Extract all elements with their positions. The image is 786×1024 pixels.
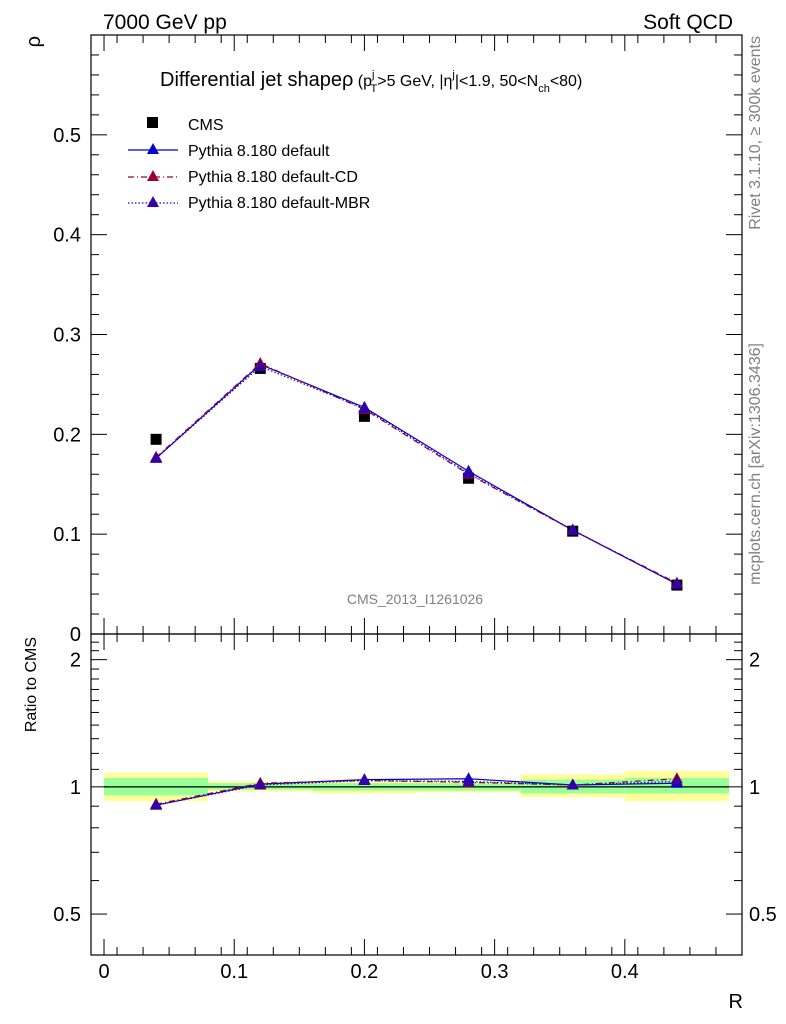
ratio-line-dotted (155, 779, 677, 806)
main-cms-point (358, 410, 370, 422)
legend-cms-label: CMS (188, 117, 224, 134)
title-rho: ρ (342, 69, 353, 91)
main-line-dashdot (155, 362, 678, 584)
ratio-dotted-point (462, 774, 475, 786)
ratio-dotted-point (670, 774, 683, 786)
main-y-tick-label: 0.5 (53, 125, 81, 147)
title-end: <80) (550, 73, 582, 90)
header-left-label: 7000 GeV pp (103, 11, 227, 34)
ratio-series-layer (150, 772, 683, 810)
main-y-tick-label: 0.3 (53, 325, 81, 347)
main-dotted-point (462, 466, 475, 478)
main-dotted-point (566, 523, 579, 535)
ratio-y-tick-label-left: 1 (70, 777, 81, 799)
x-axis: 0 0.1 0.2 0.3 0.4 (98, 35, 717, 983)
ratio-dotted-point (566, 778, 579, 790)
main-dotted-point (358, 401, 371, 413)
main-line-dotted (155, 365, 678, 585)
main-series-layer (150, 356, 683, 591)
ratio-y-tick-label-left: 0.5 (53, 904, 81, 926)
ratio-y-axis-title: Ratio to CMS (23, 637, 40, 732)
legend-mbr-label: Pythia 8.180 default-MBR (188, 195, 370, 212)
legend-cms-marker (147, 117, 158, 128)
legend-cd-marker (147, 170, 159, 181)
main-y-axis-title: ρ (23, 36, 45, 47)
x-tick-label: 0.2 (351, 961, 379, 983)
title-eta-sup: j (451, 69, 454, 81)
legend: CMS Pythia 8.180 default Pythia 8.180 de… (128, 117, 370, 212)
title-mid2: |<1.9, 50<N (455, 73, 538, 90)
x-axis-title: R (729, 991, 743, 1013)
ratio-plot-frame (90, 633, 743, 956)
ratio-dotted-point (150, 798, 163, 810)
title-open: (p (353, 73, 372, 90)
main-dotted-point (254, 359, 267, 371)
x-tick-label: 0 (98, 961, 109, 983)
title-pt-sub: T (370, 83, 377, 95)
ratio-y-axis: 0.5 0.5 1 1 2 2 (53, 641, 777, 926)
ratio-y-tick-label-left: 2 (70, 650, 81, 672)
main-y-tick-label: 0.2 (53, 424, 81, 446)
main-dotted-point (670, 577, 683, 589)
main-cms-point (150, 433, 162, 445)
ratio-y-tick-label-right: 0.5 (749, 904, 777, 926)
main-y-axis: 0 0.1 0.2 0.3 0.4 0.5 (53, 54, 742, 646)
main-y-tick-label: 0.4 (53, 225, 81, 247)
legend-default-label: Pythia 8.180 default (188, 143, 330, 160)
ratio-dotted-point (358, 774, 371, 786)
mcplots-label: mcplots.cern.ch [arXiv:1306.3436] (747, 343, 764, 585)
ratio-y-tick-label-right: 2 (749, 650, 760, 672)
ratio-dotted-point (254, 778, 267, 790)
title-pt-sup: j (371, 69, 374, 81)
legend-cd-label: Pythia 8.180 default-CD (188, 169, 358, 186)
main-y-tick-label: 0 (70, 624, 81, 646)
x-tick-label: 0.4 (611, 961, 639, 983)
x-tick-label: 0.3 (481, 961, 509, 983)
ratio-line-solid (155, 778, 677, 806)
x-tick-label: 0.1 (220, 961, 248, 983)
main-chart-title: Differential jet shapeρ (pj T>5 GeV, |ηj|… (160, 69, 582, 95)
ratio-line-dashdot (155, 778, 677, 805)
rivet-version-label: Rivet 3.1.10, ≥ 300k events (747, 36, 764, 230)
title-mid1: >5 GeV, |η (377, 73, 452, 90)
main-y-tick-label: 0.1 (53, 524, 81, 546)
title-nch-sub: ch (538, 83, 550, 95)
analysis-label: CMS_2013_I1261026 (347, 591, 483, 607)
main-dotted-point (150, 451, 163, 463)
ratio-y-tick-label-right: 1 (749, 777, 760, 799)
legend-default-marker (147, 143, 159, 154)
main-line-solid (155, 363, 678, 585)
header-right-label: Soft QCD (643, 11, 733, 34)
title-main-text: Differential jet shape (160, 69, 342, 91)
legend-mbr-marker (147, 196, 159, 207)
